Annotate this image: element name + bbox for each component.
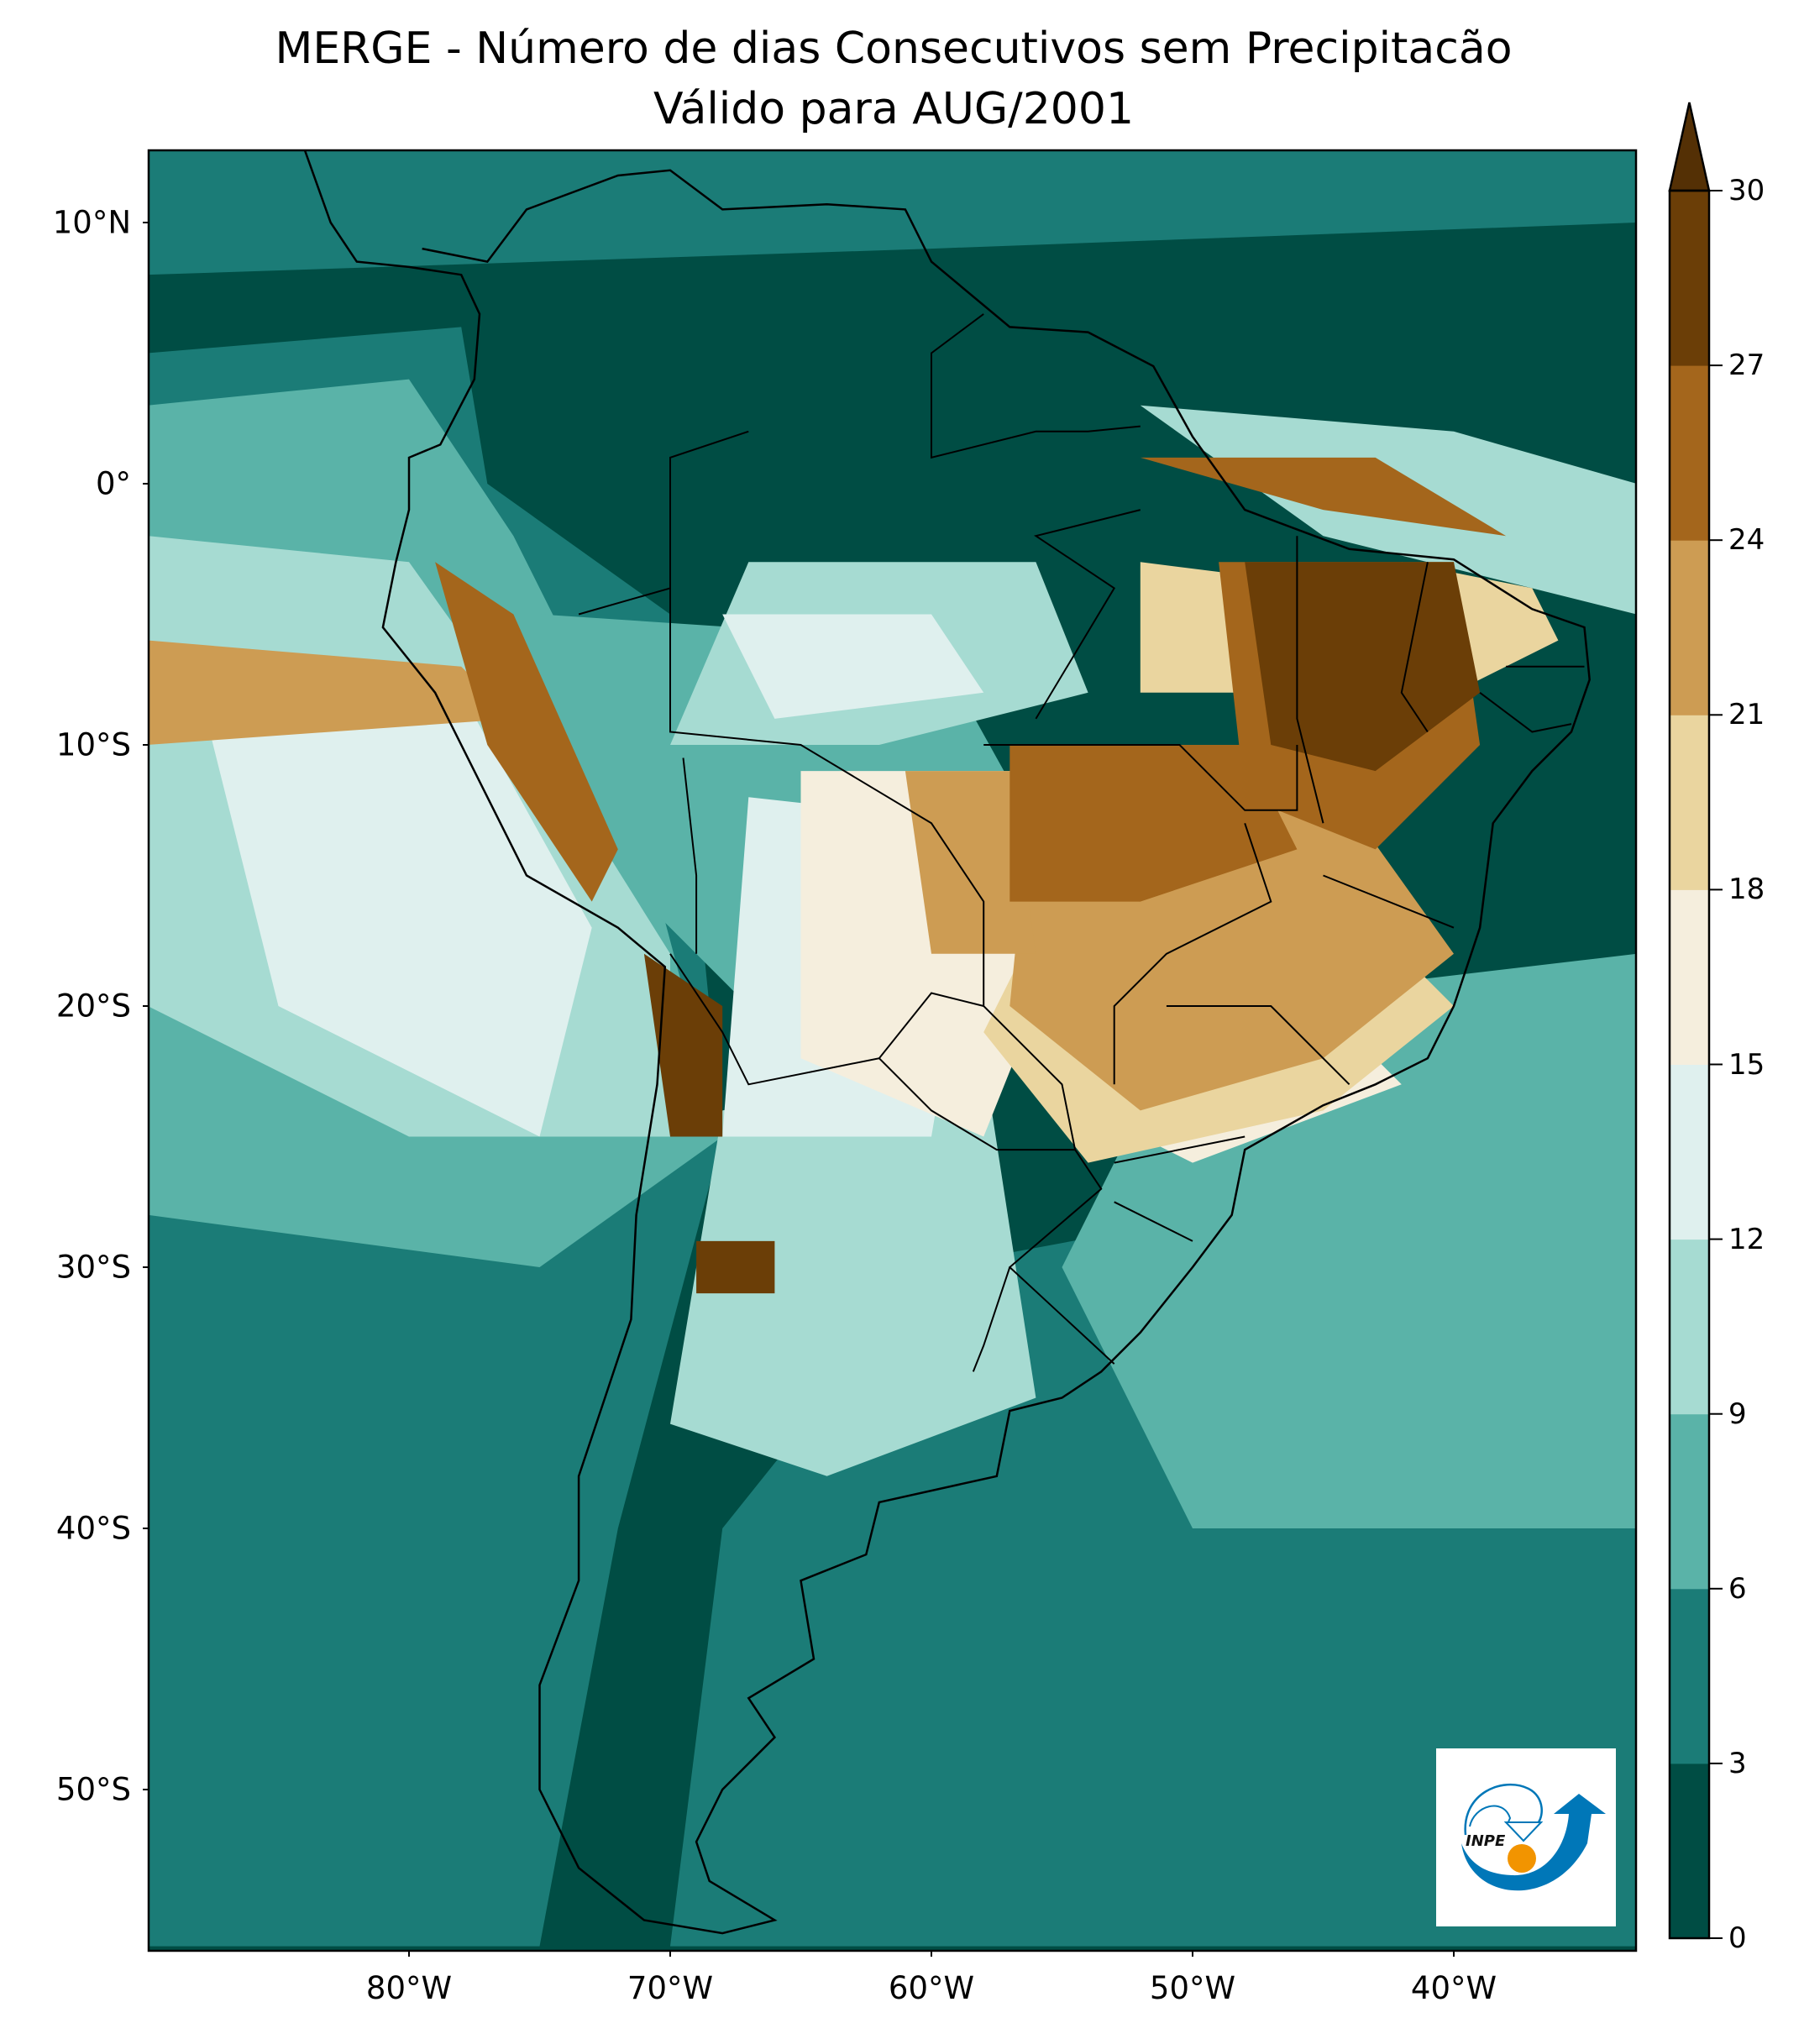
country-state-border [578,587,1115,1365]
field-27-30 [696,1240,775,1294]
coastline-south-america [303,150,1591,1935]
colorbar-segment-24 [1670,365,1709,541]
colorbar-tick-label: 9 [1728,1397,1747,1431]
country-state-border [1114,1135,1245,1164]
colorbar-segment-12 [1670,1064,1709,1240]
colorbar-segment-9 [1670,1239,1709,1415]
colorbar-segment-21 [1670,540,1709,715]
field-24-27 [1010,745,1298,902]
logo-sun-icon [1508,1844,1536,1873]
field-21-24 [905,771,1036,954]
colorbar-extend-arrow [1668,102,1711,192]
coastline [303,150,1591,1935]
lat-tick-label: 40°S [55,1510,131,1547]
logo-text: INPE [1466,1832,1506,1850]
lat-tick-label: 30°S [55,1249,131,1286]
lat-tick-label: 10°S [55,726,131,763]
colorbar-tick-label: 21 [1728,698,1765,732]
country-state-border [1033,509,1141,720]
map-title: MERGE - Número de dias Consecutivos sem … [275,24,1513,74]
lon-tick-label: 40°W [1410,1970,1497,2006]
country-state-border [972,1266,1011,1372]
colorbar-tick-label: 0 [1728,1921,1747,1955]
country-state-border [1114,1201,1193,1242]
axis-ticks [143,222,1455,1957]
country-state-border [1296,536,1324,824]
map-frame [147,149,1638,1952]
field-12-15 [200,692,592,1137]
colorbar-segment-18 [1670,715,1709,890]
country-state-border [1400,562,1429,733]
field-9-12 [670,1058,1036,1476]
field-24-27 [1140,457,1507,537]
country-state-border [878,1057,1076,1151]
colorbar-tick-label: 6 [1728,1571,1747,1606]
field-3-6 [149,150,1636,275]
lat-tick-label: 20°S [55,988,131,1025]
country-state-border [669,953,984,1086]
country-state-border [682,757,698,954]
lon-tick-label: 80°W [365,1970,453,2006]
country-state-border [1323,874,1455,929]
lon-tick-label: 50°W [1149,1970,1236,2006]
lon-tick-label: 60°W [888,1970,975,2006]
country-state-border [1166,1005,1350,1086]
colorbar-segment-27 [1670,191,1709,366]
colorbar [1668,102,1723,1940]
colorbar-tick-label: 18 [1728,873,1765,907]
lat-tick-label: 10°N [52,204,131,241]
country-state-border [983,744,1298,811]
logo-swirl-icon [1464,1783,1543,1836]
colorbar-tick-label: 24 [1728,523,1765,558]
colorbar-segment-6 [1670,1413,1709,1590]
lat-tick-label: 0° [95,465,131,502]
colorbar-tick-label: 27 [1728,349,1765,383]
colorbar-tick-label: 12 [1728,1222,1765,1256]
country-state-border [1113,822,1272,1085]
inpe-logo: INPE [1436,1748,1616,1926]
colorbar-tick-label: 15 [1728,1047,1765,1082]
map-subtitle: Válido para AUG/2001 [653,84,1135,134]
colorbar-segment-15 [1670,889,1709,1065]
precip-field [149,150,1636,1951]
field-27-30 [1245,562,1481,772]
colorbar-tick-label: 3 [1728,1746,1747,1780]
field-21-24 [149,640,514,745]
country-state-border [669,430,749,589]
field-24-27 [435,562,618,902]
colorbar-segment-3 [1670,1588,1709,1764]
country-state-border [1479,692,1572,733]
logo-arrow-icon [1461,1794,1606,1891]
country-state-border [931,313,1141,459]
colorbar-segment-0 [1670,1763,1709,1939]
lat-tick-label: 50°S [55,1771,131,1808]
lon-tick-label: 70°W [627,1970,714,2006]
field-12-15 [722,614,984,719]
colorbar-tick-label: 30 [1728,174,1765,207]
